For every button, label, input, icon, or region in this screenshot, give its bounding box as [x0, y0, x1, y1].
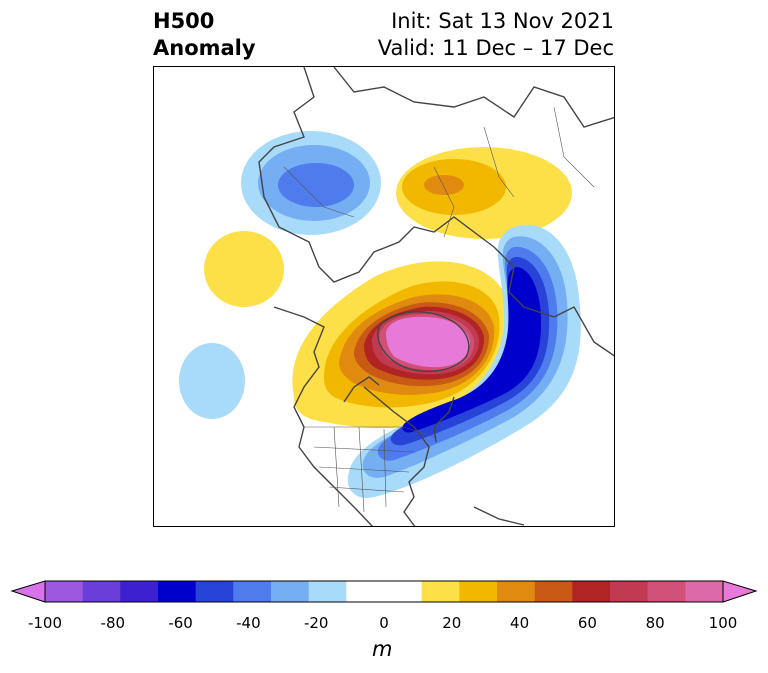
- valid-range: Valid: 11 Dec – 17 Dec: [377, 36, 614, 60]
- colorbar-segment: [421, 581, 460, 602]
- colorbar-segment: [308, 581, 347, 602]
- colorbar-tick-label: 0: [379, 614, 389, 632]
- title-right: Init: Sat 13 Nov 2021 Valid: 11 Dec – 17…: [378, 8, 614, 62]
- init-date: Init: Sat 13 Nov 2021: [391, 9, 614, 33]
- colorbar-segment: [384, 581, 423, 602]
- anomaly-map: [153, 66, 615, 527]
- political-borders: [283, 106, 595, 513]
- title-type: Anomaly: [153, 36, 256, 60]
- pacific-high-anomaly: [204, 231, 284, 307]
- greenland-high-anomaly: [292, 261, 512, 429]
- map-canvas: [179, 67, 614, 526]
- colorbar-segment: [647, 581, 686, 602]
- colorbar-tick-label: 40: [510, 614, 530, 632]
- colorbar-segment: [610, 581, 649, 602]
- colorbar-tick-label: 20: [442, 614, 462, 632]
- colorbar-frame: [44, 580, 724, 603]
- eastern-us-low-anomaly: [347, 224, 581, 498]
- colorbar-segment: [459, 581, 498, 602]
- colorbar-tick-label: -80: [100, 614, 126, 632]
- colorbar-segment: [45, 581, 84, 602]
- colorbar-min-arrow: [10, 580, 46, 603]
- colorbar-segment: [572, 581, 611, 602]
- colorbar-segment: [82, 581, 121, 602]
- colorbar-tick-label: 60: [577, 614, 597, 632]
- colorbar-segment: [497, 581, 536, 602]
- colorbar-tick-label: 80: [645, 614, 665, 632]
- colorbar-tick-label: -40: [236, 614, 261, 632]
- coastlines: [258, 67, 614, 526]
- colorbar-tick-label: 100: [708, 614, 738, 632]
- siberia-low-anomaly: [241, 131, 381, 235]
- colorbar-segment: [346, 581, 385, 602]
- colorbar-tick-label: -100: [27, 614, 63, 632]
- colorbar-tick-label: -20: [303, 614, 329, 632]
- title-left: H500 Anomaly: [153, 8, 256, 62]
- colorbar-unit: m: [372, 637, 393, 661]
- colorbar-segment: [685, 581, 724, 602]
- colorbar-segment: [158, 581, 197, 602]
- pacific-low-anomaly: [179, 343, 245, 419]
- colorbar-segment: [534, 581, 573, 602]
- colorbar-tick-label: -60: [168, 614, 193, 632]
- colorbar: [10, 580, 758, 603]
- colorbar-segment: [271, 581, 310, 602]
- colorbar-segment: [120, 581, 159, 602]
- colorbar-segment: [233, 581, 272, 602]
- colorbar-max-arrow: [722, 580, 758, 603]
- colorbar-segment: [195, 581, 234, 602]
- title-variable: H500: [153, 9, 215, 33]
- europe-high-anomaly: [396, 147, 572, 239]
